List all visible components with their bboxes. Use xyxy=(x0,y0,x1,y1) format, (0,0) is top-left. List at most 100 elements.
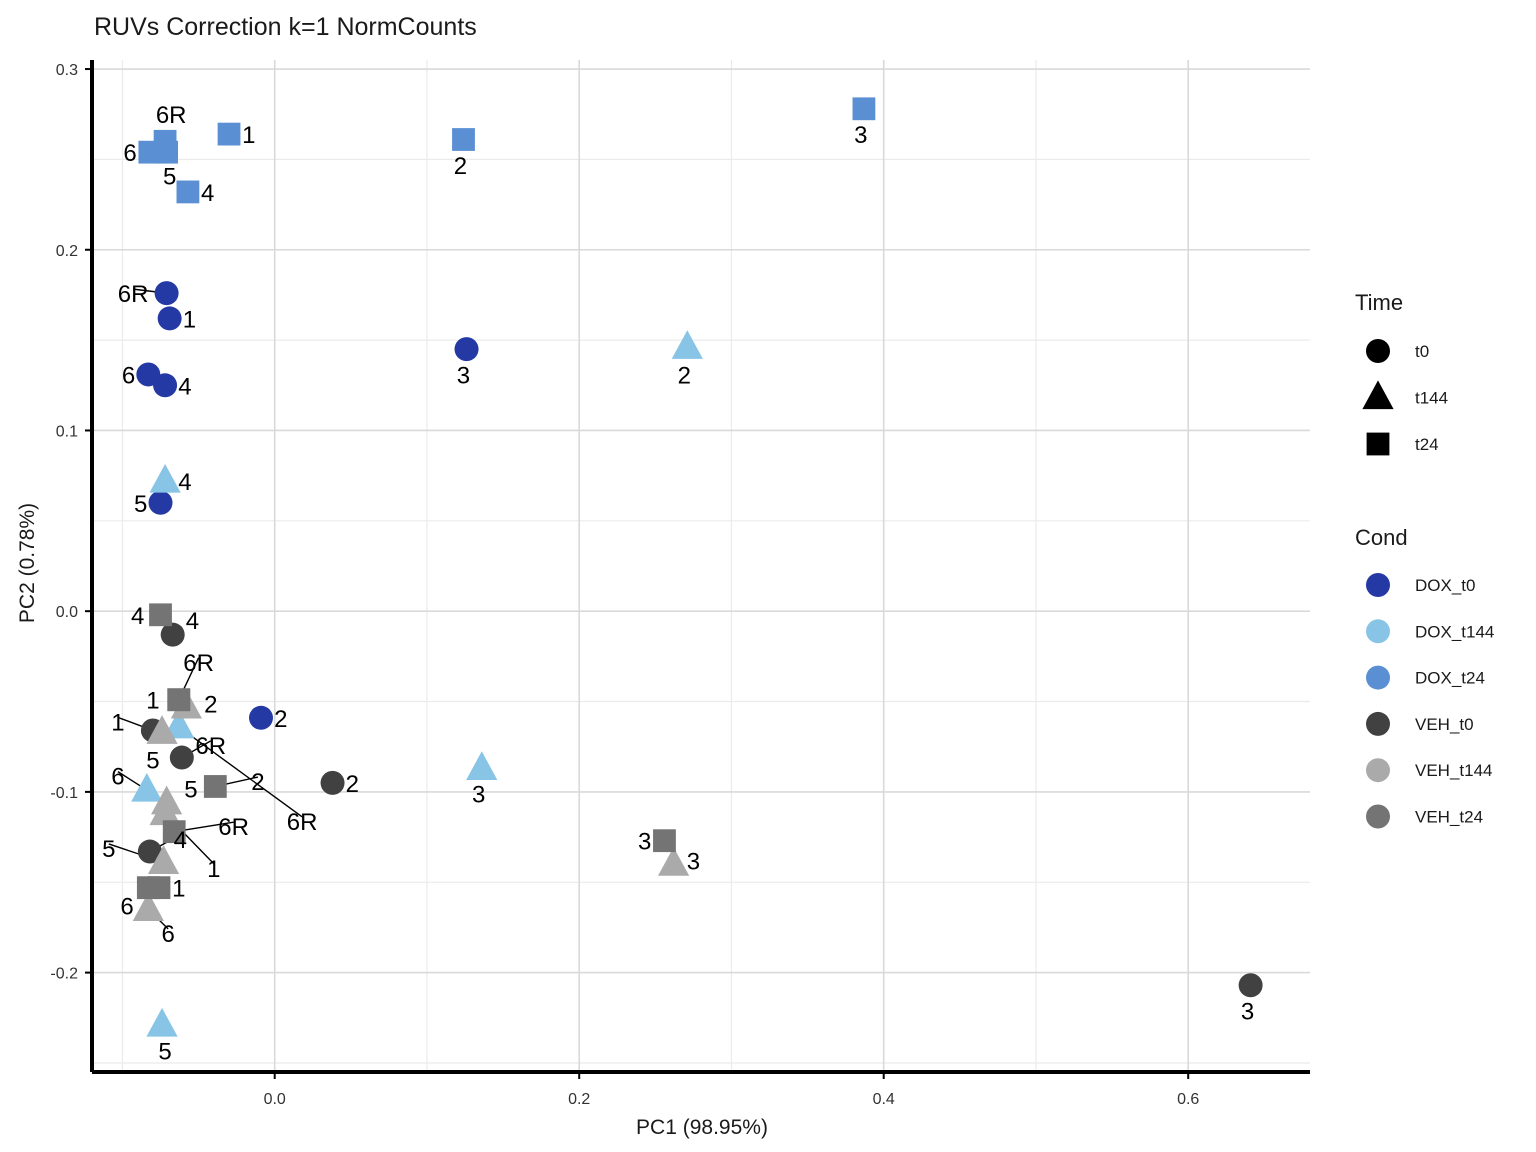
point-dox-t24 xyxy=(452,128,475,151)
legend-cond-label: VEH_t144 xyxy=(1415,761,1493,780)
point-label: 5 xyxy=(146,747,159,774)
point-label: 5 xyxy=(184,776,197,803)
point-label: 1 xyxy=(172,876,185,903)
point-label: 1 xyxy=(207,856,220,883)
x-axis-title: PC1 (98.95%) xyxy=(636,1116,768,1139)
point-dox-t144 xyxy=(131,772,163,802)
point-label: 4 xyxy=(174,827,187,854)
axes: 0.0 0.2 0.4 0.6 0.3 0.2 0.1 0.0 -0.1 -0.2 xyxy=(50,60,1310,1108)
legend-time-label: t144 xyxy=(1415,389,1448,408)
legend-time-label: t24 xyxy=(1415,435,1439,454)
point-dox-t144 xyxy=(163,709,195,739)
legend-cond-title: Cond xyxy=(1355,525,1408,550)
legend-color-swatch xyxy=(1366,665,1390,690)
point-dox-t144 xyxy=(671,330,703,359)
legend-cond-label: DOX_t0 xyxy=(1415,576,1475,595)
legend-cond-label: VEH_t0 xyxy=(1415,715,1474,734)
point-label: 5 xyxy=(163,164,176,191)
data-points xyxy=(131,97,1263,1037)
point-label: 4 xyxy=(186,608,199,635)
label-connector xyxy=(178,726,303,818)
legend-time: Time t0 t144 t24 xyxy=(1355,290,1448,456)
x-tick-label: 0.2 xyxy=(568,1091,590,1108)
point-label: 6 xyxy=(123,140,136,167)
x-tick-label: 0.4 xyxy=(873,1091,895,1108)
legend-color-swatch xyxy=(1366,804,1390,829)
point-veh-t0 xyxy=(160,622,185,647)
point-label: 1 xyxy=(111,709,124,736)
point-dox-t0 xyxy=(148,490,173,515)
point-veh-t24 xyxy=(653,829,676,853)
point-dox-t24 xyxy=(852,97,876,121)
point-label: 2 xyxy=(678,362,691,389)
point-veh-t0 xyxy=(1238,973,1263,998)
point-label: 6 xyxy=(161,921,174,948)
legend-circle-icon xyxy=(1366,339,1390,363)
legend-triangle-icon xyxy=(1362,380,1394,410)
point-veh-t0 xyxy=(169,745,194,770)
point-label: 6R xyxy=(218,814,249,841)
y-tick-label: -0.1 xyxy=(50,785,78,802)
point-label: 6 xyxy=(120,894,133,921)
point-veh-t24 xyxy=(167,688,191,712)
point-veh-t24 xyxy=(203,775,227,798)
x-tick-label: 0.0 xyxy=(264,1091,286,1108)
point-label: 6R xyxy=(287,809,318,836)
point-veh-t144 xyxy=(132,892,164,921)
point-dox-t0 xyxy=(157,306,182,331)
point-dox-t144 xyxy=(466,751,498,780)
point-label: 6R xyxy=(183,650,214,677)
point-label: 3 xyxy=(687,849,700,876)
point-label: 5 xyxy=(158,1038,171,1065)
legend-time-label: t0 xyxy=(1415,342,1429,361)
point-veh-t24 xyxy=(136,876,160,900)
point-label: 6R xyxy=(118,281,149,308)
y-axis-title: PC2 (0.78%) xyxy=(16,503,39,623)
y-tick-label: 0.1 xyxy=(56,423,78,440)
point-veh-t144 xyxy=(147,845,180,874)
point-label: 2 xyxy=(251,769,264,796)
point-dox-t0 xyxy=(153,373,178,398)
legend-cond-label: DOX_t144 xyxy=(1415,622,1494,641)
point-label: 1 xyxy=(242,122,255,149)
point-label: 3 xyxy=(638,829,651,856)
point-label: 5 xyxy=(134,491,147,518)
legend-color-swatch xyxy=(1366,573,1390,597)
point-label: 4 xyxy=(131,603,144,630)
y-tick-label: 0.0 xyxy=(56,604,78,621)
y-tick-label: 0.3 xyxy=(56,62,78,79)
point-label: 2 xyxy=(274,706,287,733)
point-label: 6 xyxy=(111,764,124,791)
legend-cond: Cond DOX_t0 DOX_t144 DOX_t24 VEH_t0 VEH_t144… xyxy=(1355,525,1494,829)
point-label: 1 xyxy=(146,688,159,715)
point-dox-t144 xyxy=(149,463,181,493)
point-label: 6R xyxy=(156,102,187,129)
point-label: 3 xyxy=(1241,999,1254,1026)
point-label: 6 xyxy=(122,362,135,389)
point-veh-t144 xyxy=(149,796,181,826)
point-label: 3 xyxy=(472,782,485,809)
x-tick-label: 0.6 xyxy=(1177,1091,1199,1108)
legend-time-title: Time xyxy=(1355,290,1403,315)
point-veh-t0 xyxy=(320,770,345,795)
chart-title: RUVs Correction k=1 NormCounts xyxy=(94,13,477,41)
legend-color-swatch xyxy=(1366,758,1390,783)
point-label: 5 xyxy=(102,836,115,863)
point-veh-t0 xyxy=(137,839,162,864)
point-veh-t24 xyxy=(149,603,172,627)
point-dox-t24 xyxy=(155,140,179,164)
legend-color-swatch xyxy=(1366,711,1390,736)
point-dox-t0 xyxy=(154,281,179,306)
point-dox-t0 xyxy=(248,705,273,730)
point-label: 3 xyxy=(854,122,867,149)
point-label: 4 xyxy=(178,373,191,400)
legend-color-swatch xyxy=(1366,619,1390,644)
point-veh-t144 xyxy=(146,715,178,744)
point-label: 4 xyxy=(201,180,214,207)
y-tick-label: -0.2 xyxy=(50,966,78,983)
legend-cond-label: VEH_t24 xyxy=(1415,808,1483,827)
point-dox-t24 xyxy=(217,122,241,146)
point-veh-t144 xyxy=(657,847,690,876)
point-dox-t144 xyxy=(146,1007,178,1037)
